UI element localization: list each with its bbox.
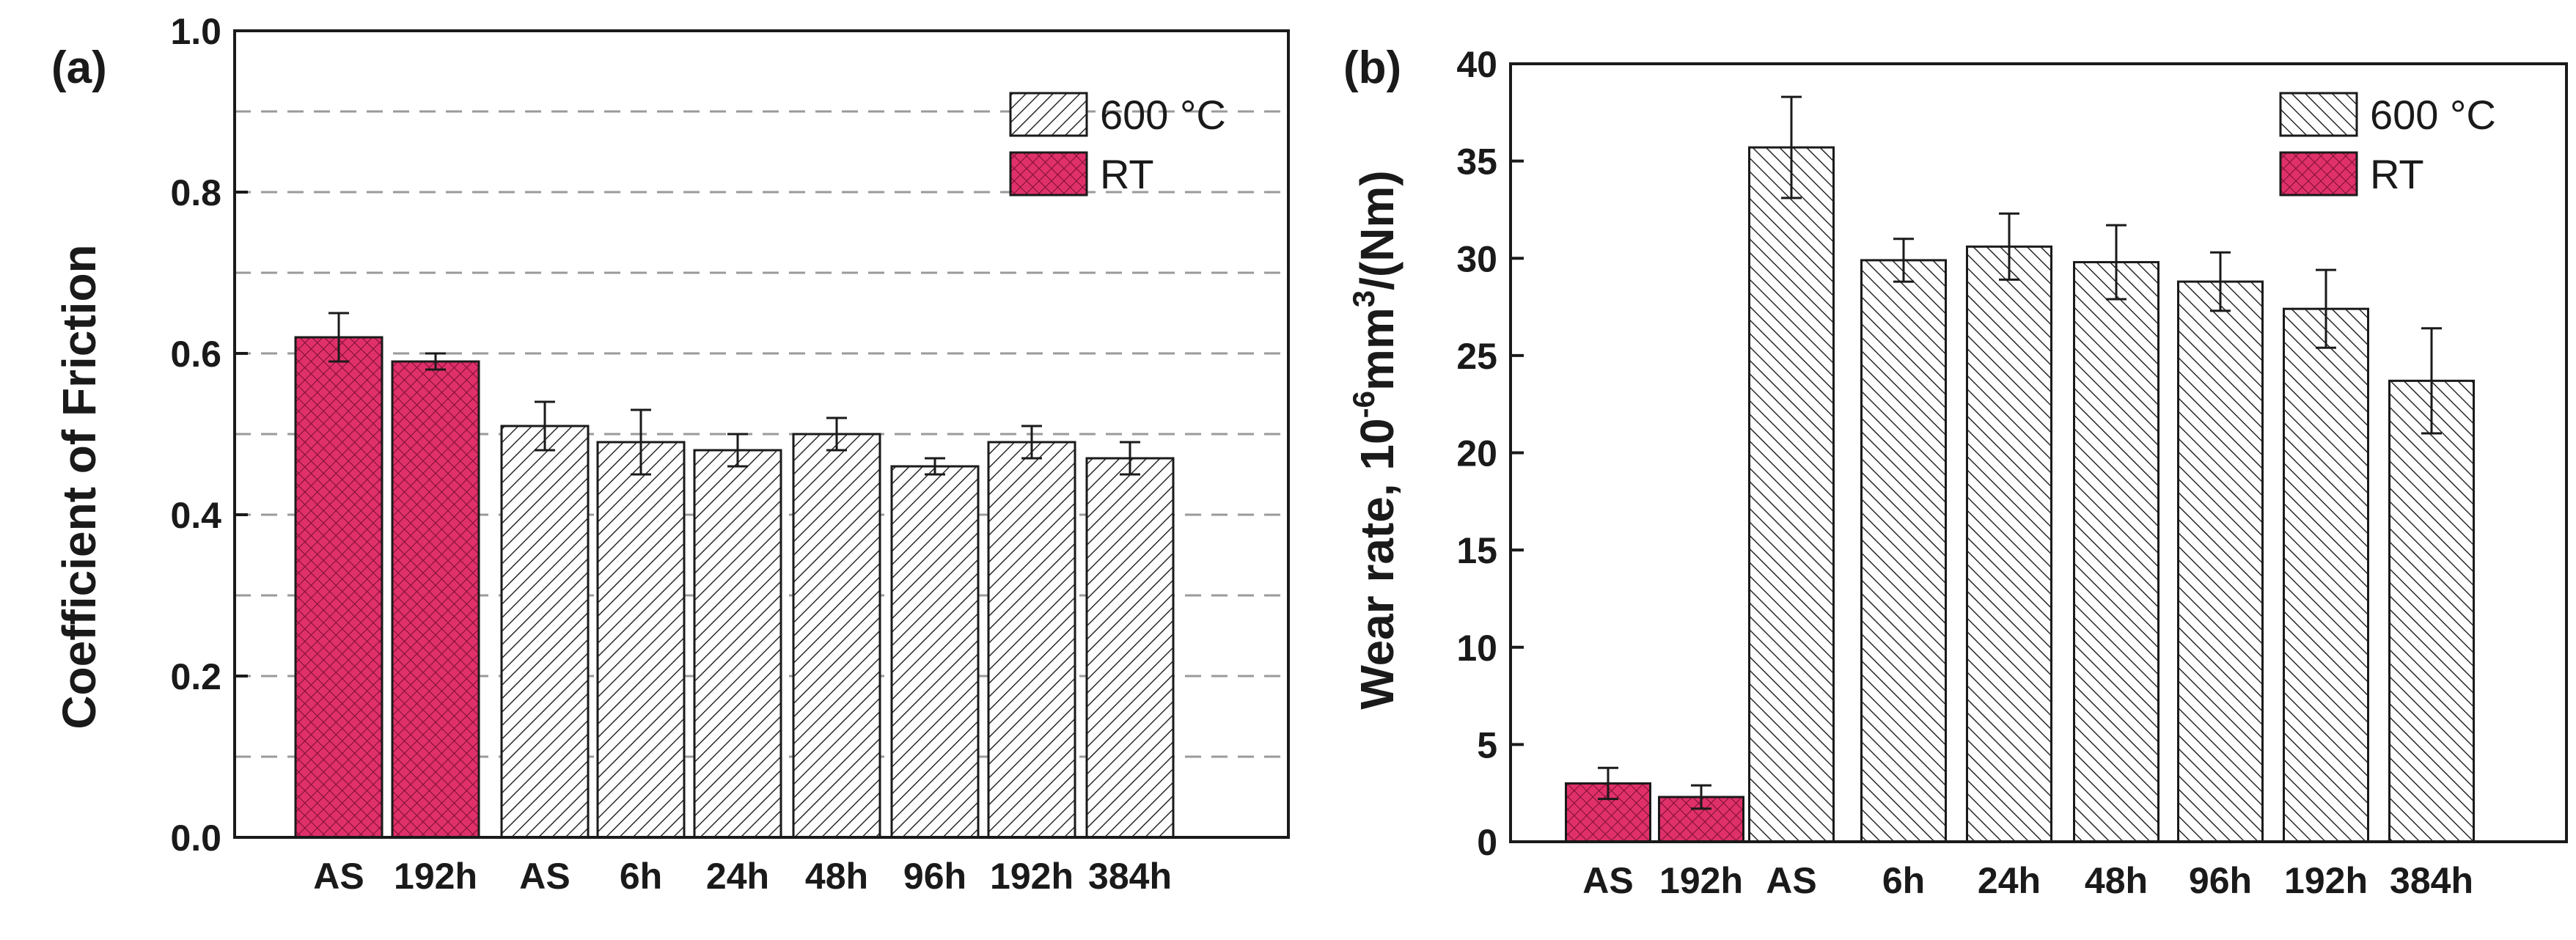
panel-b-bar-4 bbox=[1860, 259, 1947, 843]
panel-b-xtick-label-8: 192h bbox=[2284, 860, 2368, 901]
panel-b-xtick-label-4: 6h bbox=[1882, 860, 1925, 901]
legend-a-label-600c: 600 °C bbox=[1100, 92, 1226, 138]
panel-a-xtick-label-4: 6h bbox=[620, 856, 662, 897]
panel-a-ytick-label: 0.4 bbox=[170, 495, 221, 536]
panel-b-ytick-label: 20 bbox=[1456, 433, 1497, 474]
panel-a-label: (a) bbox=[51, 43, 107, 93]
panel-b-bar-5 bbox=[1966, 245, 2052, 843]
panel-b-y-ticks: 0 5 10 15 20 25 30 35 40 bbox=[1456, 44, 1524, 863]
panel-a-bar-3 bbox=[500, 425, 590, 839]
panel-b-y-axis-title: Wear rate, 10-6mm3/(Nm) bbox=[1346, 170, 1403, 709]
legend-a-label-rt: RT bbox=[1100, 151, 1154, 197]
panel-a-ytick-label: 1.0 bbox=[170, 11, 221, 52]
panel-a-xtick-label-8: 192h bbox=[990, 856, 1074, 897]
legend-b-label-rt: RT bbox=[2370, 151, 2424, 197]
panel-b-ytick-label: 35 bbox=[1456, 142, 1497, 183]
panel-a-y-ticks: 0.0 0.2 0.4 0.6 0.8 1.0 bbox=[170, 11, 248, 859]
panel-b-xtick-label-9: 384h bbox=[2390, 860, 2473, 901]
panel-a-y-axis-title: Coefficient of Friction bbox=[53, 244, 106, 729]
panel-a-ytick-label: 0.2 bbox=[170, 656, 221, 697]
panel-a-xtick-label-6: 48h bbox=[805, 856, 868, 897]
panel-a-chart: (a) Coefficient of Friction 0.0 0.2 0.4 0.6… bbox=[51, 11, 1290, 897]
panel-b-bar-7 bbox=[2177, 280, 2264, 843]
panel-b-ytick-label: 10 bbox=[1456, 628, 1497, 669]
legend-a-swatch-600c bbox=[1009, 92, 1088, 137]
panel-a-xtick-label-1: AS bbox=[313, 856, 364, 897]
panel-a-ytick-label: 0.0 bbox=[170, 818, 221, 859]
panel-b-label: (b) bbox=[1343, 43, 1401, 93]
panel-b-xtick-label-6: 48h bbox=[2085, 860, 2148, 901]
panel-b-xtick-label-5: 24h bbox=[1978, 860, 2041, 901]
legend-b-swatch-rt bbox=[2279, 151, 2358, 197]
panel-a-plot-frame bbox=[233, 29, 1290, 839]
panel-b-xtick-label-2: 192h bbox=[1659, 860, 1743, 901]
panel-b-bar-6 bbox=[2073, 261, 2159, 843]
panel-b-xtick-label-1: AS bbox=[1582, 860, 1633, 901]
panel-b-legend: 600 °C RT bbox=[2279, 92, 2496, 197]
panel-b-bar-3 bbox=[1748, 146, 1835, 843]
panel-a-bar-6 bbox=[792, 433, 881, 839]
panel-b-ylabel-part-3: mm bbox=[1351, 307, 1403, 391]
panel-b-bars bbox=[1565, 146, 2475, 843]
panel-b-ytick-label: 5 bbox=[1477, 724, 1497, 765]
panel-a-bar-1 bbox=[294, 336, 384, 839]
panel-b-bar-8 bbox=[2283, 307, 2369, 843]
panel-b-chart: (b) Wear rate, 10-6mm3/(Nm) 051015202530… bbox=[1343, 43, 2568, 901]
legend-b-label-600c: 600 °C bbox=[2370, 92, 2496, 138]
panel-b-ylabel-part-5: /(Nm) bbox=[1351, 170, 1403, 290]
panel-a-bar-2 bbox=[391, 360, 480, 839]
panel-b-xtick-label-3: AS bbox=[1766, 860, 1816, 901]
panel-a-xtick-label-3: AS bbox=[519, 856, 570, 897]
panel-b-error-bars bbox=[1598, 95, 2442, 810]
panel-a-error-bars bbox=[329, 312, 1140, 476]
panel-a-xtick-label-2: 192h bbox=[394, 856, 477, 897]
panel-b-ytick-label: 25 bbox=[1456, 336, 1497, 377]
panel-a-ytick-label: 0.6 bbox=[170, 334, 221, 375]
panel-a-xtick-label-7: 96h bbox=[903, 856, 966, 897]
panel-a-xtick-label-5: 24h bbox=[706, 856, 769, 897]
panel-b-ytick-label: 0 bbox=[1477, 822, 1497, 863]
panel-a-legend: 600 °C RT bbox=[1009, 92, 1226, 197]
panel-b-ytick-label: 40 bbox=[1456, 44, 1497, 85]
panel-b-ylabel-part-2: -6 bbox=[1346, 391, 1381, 418]
panel-a-bar-7 bbox=[890, 465, 980, 839]
panel-a-bar-4 bbox=[596, 441, 686, 839]
panel-a-bars bbox=[294, 336, 1175, 839]
panel-b-xtick-label-7: 96h bbox=[2189, 860, 2252, 901]
legend-b-swatch-600c bbox=[2279, 92, 2358, 137]
panel-a-x-tick-labels: AS 192h AS 6h 24h 48h 96h 192h 384h bbox=[313, 856, 1172, 897]
panel-b-x-tick-labels: AS 192h AS 6h 24h 48h 96h 192h 384h bbox=[1582, 860, 2473, 901]
panel-b-ytick-label: 15 bbox=[1456, 530, 1497, 571]
panel-b-ylabel-part-4: 3 bbox=[1346, 290, 1381, 307]
panel-a-ytick-label: 0.8 bbox=[170, 172, 221, 213]
panel-a-bar-8 bbox=[987, 441, 1076, 839]
panel-a-xtick-label-9: 384h bbox=[1088, 856, 1172, 897]
panel-b-bar-9 bbox=[2388, 379, 2475, 843]
panel-b-ylabel-part-1: Wear rate, 10 bbox=[1351, 418, 1403, 709]
panel-b-ytick-label: 30 bbox=[1456, 238, 1497, 279]
legend-a-swatch-rt bbox=[1009, 151, 1088, 197]
panel-a-bar-9 bbox=[1085, 457, 1175, 839]
panel-a-bar-5 bbox=[693, 449, 782, 839]
